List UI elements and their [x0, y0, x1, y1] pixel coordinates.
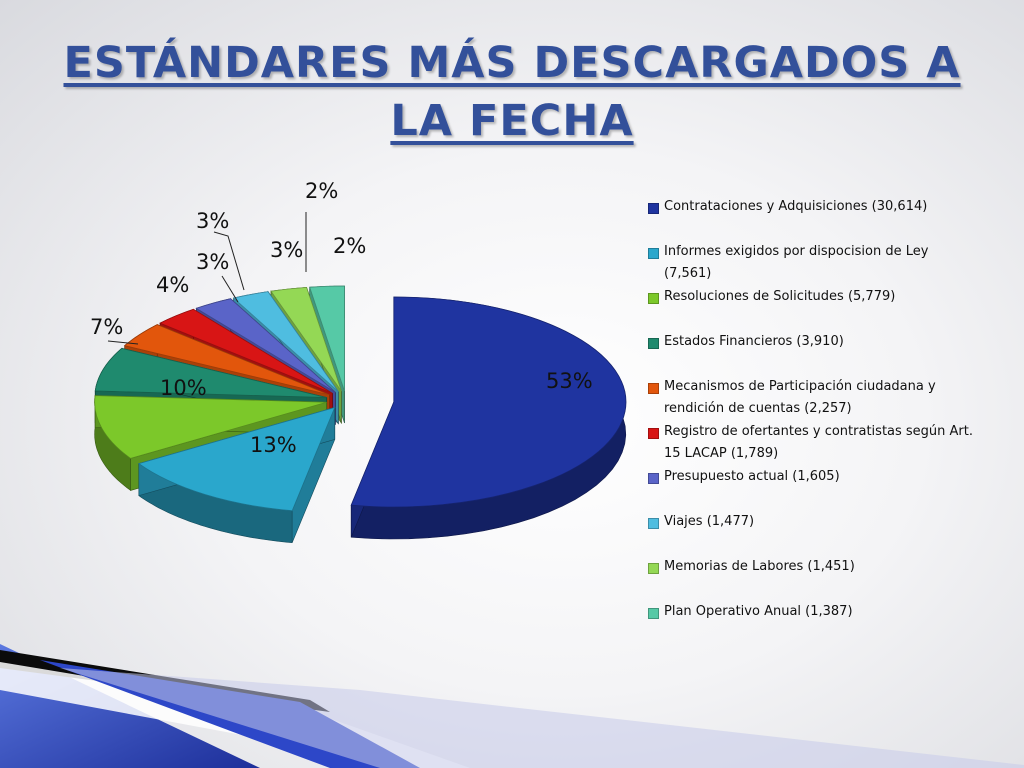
legend-item: Registro de ofertantes y contratistas se…	[646, 421, 976, 465]
slide-title: ESTÁNDARES MÁS DESCARGADOS A LA FECHA	[63, 38, 961, 146]
legend-item: Memorias de Labores (1,451)	[646, 556, 976, 578]
legend-swatch	[648, 203, 659, 214]
legend-item: Contrataciones y Adquisiciones (30,614)	[646, 196, 976, 218]
pct-label-3: 7%	[90, 315, 123, 339]
legend-item: Plan Operativo Anual (1,387)	[646, 601, 976, 623]
pie-slice-9	[309, 285, 345, 392]
legend-swatch	[648, 473, 659, 484]
pct-label-1: 13%	[250, 433, 297, 457]
pie-slice-1	[137, 406, 336, 512]
label-leader-lines	[107, 212, 307, 345]
legend-label: Estados Financieros (3,910)	[664, 334, 844, 349]
pct-label-2: 10%	[160, 376, 207, 400]
legend-item: Resoluciones de Solicitudes (5,779)	[646, 286, 976, 308]
pct-label-5: 3%	[196, 250, 229, 274]
pie-slice-4	[123, 324, 330, 396]
legend-item: Viajes (1,477)	[646, 511, 976, 533]
legend-swatch	[648, 428, 659, 439]
legend-swatch	[648, 248, 659, 259]
legend-label: Memorias de Labores (1,451)	[664, 559, 855, 574]
pct-label-0: 53%	[546, 369, 593, 393]
pie-slice-8	[270, 286, 342, 392]
pct-label-9: 2%	[333, 234, 366, 258]
pie-slice-tops	[94, 285, 627, 512]
pie-slice-7	[232, 291, 339, 392]
legend-label: Resoluciones de Solicitudes (5,779)	[664, 289, 896, 304]
pct-label-7: 3%	[270, 238, 303, 262]
legend-label: Mecanismos de Participación ciudadana y …	[664, 379, 936, 416]
legend-swatch	[648, 383, 659, 394]
chart-legend: Contrataciones y Adquisiciones (30,614) I…	[646, 196, 976, 646]
pie-slice-0	[350, 296, 627, 508]
pct-label-6: 3%	[196, 209, 229, 233]
legend-label: Registro de ofertantes y contratistas se…	[664, 424, 974, 461]
legend-label: Informes exigidos por dispocision de Ley…	[664, 244, 929, 281]
pct-label-4: 4%	[156, 273, 189, 297]
pie-slice-2	[94, 395, 327, 459]
pie-slice-6	[195, 298, 336, 393]
leader-line-6	[213, 231, 245, 291]
legend-label: Presupuesto actual (1,605)	[664, 469, 840, 484]
legend-label: Plan Operativo Anual (1,387)	[664, 604, 853, 619]
leader-line-3	[107, 340, 139, 345]
legend-item: Estados Financieros (3,910)	[646, 331, 976, 353]
pct-label-8: 2%	[305, 179, 338, 203]
legend-swatch	[648, 293, 659, 304]
pie-slice-3	[94, 347, 327, 398]
legend-swatch	[648, 518, 659, 529]
legend-swatch	[648, 338, 659, 349]
legend-item: Informes exigidos por dispocision de Ley…	[646, 241, 976, 285]
percentage-labels: 53% 13% 10% 7% 4% 3% 3% 3% 2% 2%	[90, 179, 593, 457]
leader-line-5	[221, 275, 239, 303]
legend-swatch	[648, 563, 659, 574]
legend-swatch	[648, 608, 659, 619]
legend-label: Contrataciones y Adquisiciones (30,614)	[664, 199, 928, 214]
legend-item: Mecanismos de Participación ciudadana y …	[646, 376, 976, 420]
legend-label: Viajes (1,477)	[664, 514, 755, 529]
pie-slice-5	[159, 308, 333, 394]
legend-item: Presupuesto actual (1,605)	[646, 466, 976, 488]
